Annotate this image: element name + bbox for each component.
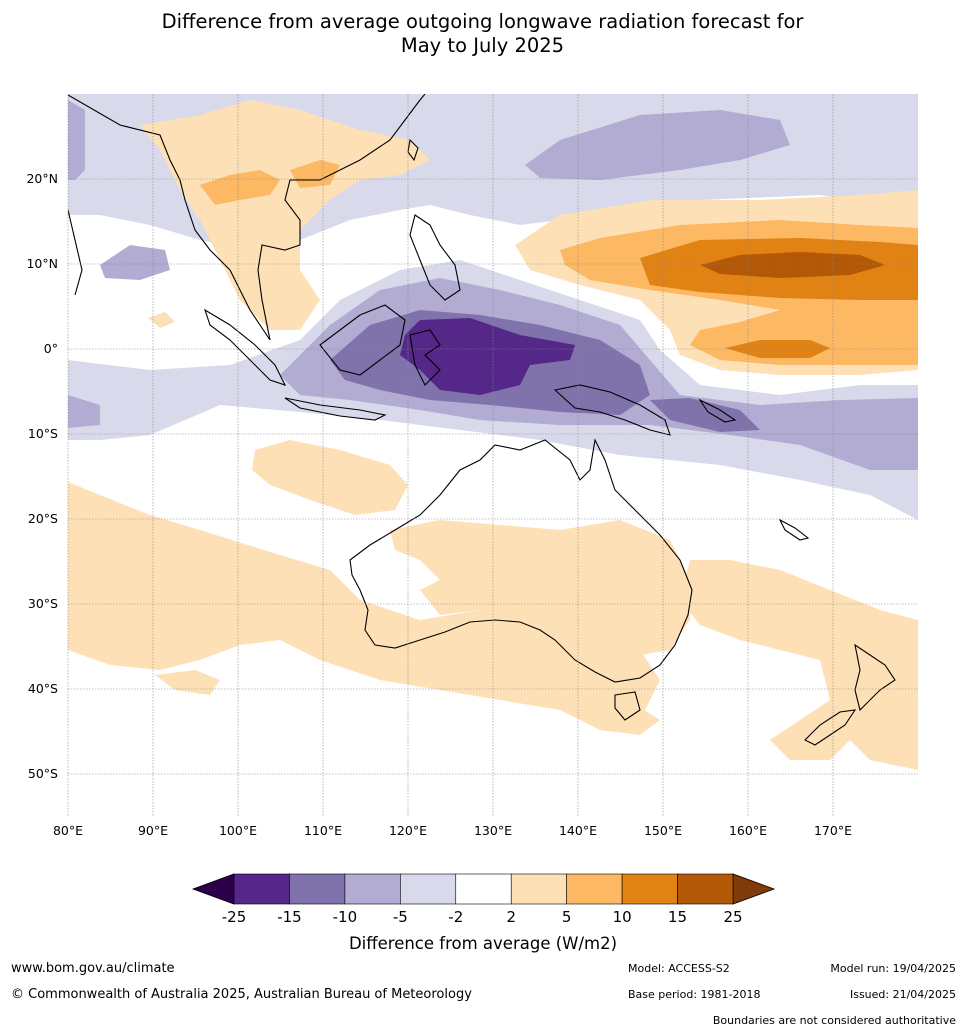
colorbar-segment <box>344 873 401 905</box>
lat-label-40s: 40°S <box>28 681 58 696</box>
anomaly-region-maritime-dark-purple <box>400 318 575 395</box>
colorbar-segment <box>400 873 457 905</box>
anomaly-region-seasia-light-orange <box>140 100 430 330</box>
colorbar-tick-label: 15 <box>668 908 687 926</box>
colorbar-segment <box>289 873 346 905</box>
coastlines <box>68 94 896 746</box>
lat-label-20n: 20°N <box>26 171 58 186</box>
coastline-java <box>284 397 387 421</box>
colorbar-tick-label: 10 <box>613 908 632 926</box>
lon-label-120e: 120°E <box>389 823 427 838</box>
coastline-borneo <box>319 304 406 376</box>
colorbar-segment <box>621 873 678 905</box>
model-name: Model: ACCESS-S2 <box>628 962 730 975</box>
lon-label-80e: 80°E <box>53 823 83 838</box>
lon-label-90e: 90°E <box>138 823 168 838</box>
colorbar-label: Difference from average (W/m2) <box>349 934 617 953</box>
coastline-taiwan <box>407 138 419 162</box>
anomaly-region-australia-light-orange <box>390 520 690 655</box>
anomaly-region-equatorial-dark-orange <box>725 340 830 358</box>
colorbar: -25 -15 -10 -5 -2 2 5 10 15 25 Difference from av… <box>191 873 776 953</box>
lat-label-10n: 10°N <box>26 256 58 271</box>
lat-label-20s: 20°S <box>28 511 58 526</box>
base-period: Base period: 1981-2018 <box>628 988 761 1001</box>
anomaly-fields <box>68 94 918 770</box>
anomaly-region-south-light-orange-2 <box>580 695 660 735</box>
coastline-mainland-asia <box>68 94 426 341</box>
lat-label-10s: 10°S <box>28 426 58 441</box>
website-link[interactable]: www.bom.gov.au/climate <box>11 961 175 976</box>
coastline-solomon-islands <box>698 398 737 423</box>
colorbar-tick-label: -10 <box>333 908 358 926</box>
coastline-new-guinea <box>553 384 671 436</box>
model-run-date: Model run: 19/04/2025 <box>830 962 956 975</box>
colorbar-segment <box>566 873 623 905</box>
coastline-sumatra <box>204 308 287 386</box>
coastline-new-zealand-south <box>804 709 857 746</box>
title-line-1: Difference from average outgoing longwav… <box>161 10 804 33</box>
coastline-new-zealand-north <box>854 643 896 712</box>
lon-label-170e: 170°E <box>814 823 852 838</box>
anomaly-region-indian-purple <box>68 395 100 428</box>
anomaly-region-nw-shelf-light-orange <box>252 440 408 515</box>
lon-label-160e: 160°E <box>729 823 767 838</box>
coastline-sulawesi <box>409 329 441 386</box>
lon-label-140e: 140°E <box>559 823 597 838</box>
copyright-text: © Commonwealth of Australia 2025, Austra… <box>11 987 472 1002</box>
colorbar-segment <box>510 873 567 905</box>
colorbar-tick-label: 5 <box>562 908 572 926</box>
colorbar-tick-label: -15 <box>277 908 302 926</box>
colorbar-ticks: -25 -15 -10 -5 -2 2 5 10 15 25 <box>222 908 743 926</box>
colorbar-segment <box>233 873 290 905</box>
lon-label-100e: 100°E <box>219 823 257 838</box>
coastline-philippines <box>409 214 461 301</box>
anomaly-region-tasman-light-orange <box>680 560 918 770</box>
latitude-labels: 20°N 10°N 0° 10°S 20°S 30°S 40°S 50°S <box>26 171 58 781</box>
anomaly-region-north-purple <box>525 110 790 180</box>
anomaly-region-south-indian-light-orange <box>68 482 660 730</box>
issued-date: Issued: 21/04/2025 <box>849 988 956 1001</box>
colorbar-segment <box>455 873 512 905</box>
lon-label-110e: 110°E <box>304 823 342 838</box>
boundaries-disclaimer: Boundaries are not considered authoritat… <box>712 1014 956 1027</box>
coastline-tasmania <box>614 691 641 721</box>
longitude-labels: 80°E 90°E 100°E 110°E 120°E 130°E 140°E … <box>53 823 852 838</box>
lat-label-30s: 30°S <box>28 596 58 611</box>
title-line-2: May to July 2025 <box>400 34 565 57</box>
colorbar-tick-label: -2 <box>448 908 463 926</box>
anomaly-region-west-purple <box>100 245 170 280</box>
colorbar-under-arrow <box>191 873 235 905</box>
colorbar-segment <box>677 873 734 905</box>
colorbar-tick-label: -5 <box>393 908 408 926</box>
lat-label-50s: 50°S <box>28 766 58 781</box>
colorbar-tick-label: -25 <box>222 908 247 926</box>
colorbar-over-arrow <box>732 873 776 905</box>
coastline-new-caledonia <box>778 518 810 541</box>
anomaly-region-west-edge-purple <box>68 100 85 180</box>
colorbar-tick-label: 25 <box>723 908 742 926</box>
gridlines <box>67 94 918 816</box>
coastline-australia <box>349 438 693 683</box>
lon-label-150e: 150°E <box>644 823 682 838</box>
colorbar-segments <box>233 873 734 905</box>
map-title: Difference from average outgoing longwav… <box>0 10 965 58</box>
anomaly-region-pacific-mid-purple <box>650 398 760 432</box>
colorbar-tick-label: 2 <box>506 908 516 926</box>
anomaly-region-pacific-darkest-orange <box>700 252 885 278</box>
coastline-india <box>68 209 83 296</box>
lat-label-equator: 0° <box>44 341 58 356</box>
lon-label-130e: 130°E <box>474 823 512 838</box>
anomaly-region-small-orange <box>148 312 175 328</box>
anomaly-region-seasia-orange-2 <box>290 160 340 188</box>
